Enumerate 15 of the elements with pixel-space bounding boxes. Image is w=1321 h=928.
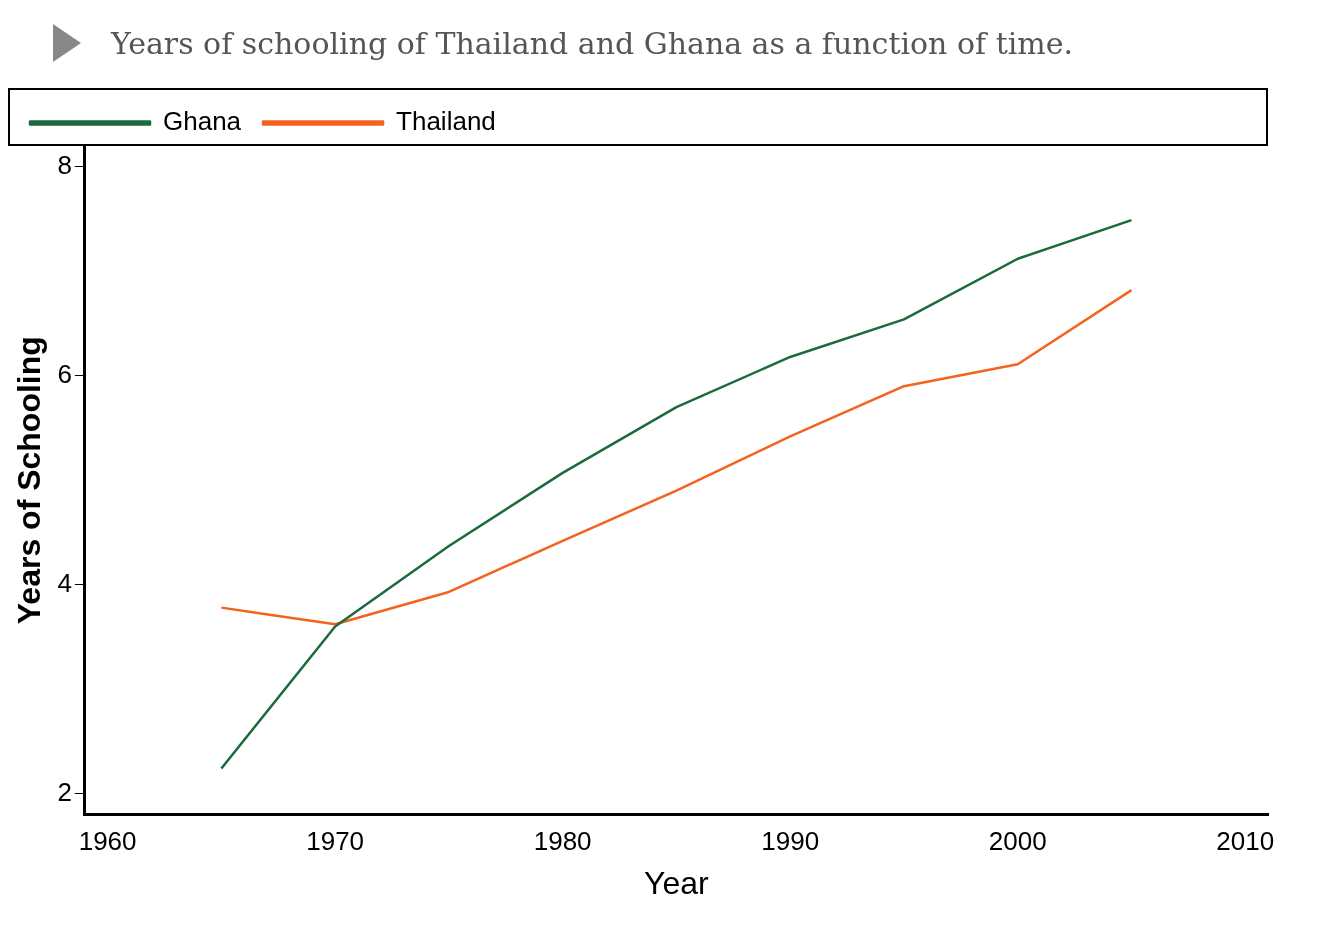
y-tick-label: 6 (57, 358, 72, 389)
x-tick-label: 1970 (306, 826, 365, 857)
y-tick-label: 2 (57, 776, 72, 807)
y-tick-label: 4 (57, 567, 72, 598)
x-tick-label: 2010 (1216, 826, 1275, 857)
legend-label: Ghana (163, 106, 242, 137)
x-tick-label: 1960 (78, 826, 137, 857)
x-tick-label: 1980 (533, 826, 592, 857)
x-tick-label: 1990 (761, 826, 820, 857)
x-axis-title: Year (644, 864, 710, 901)
y-axis-title: Years of Schooling (11, 336, 48, 625)
chart-title: Years of schooling of Thailand and Ghana as a function of time. (111, 25, 1074, 61)
legend-label: Thailand (396, 106, 496, 137)
x-tick-label: 2000 (988, 826, 1047, 857)
y-tick-label: 8 (57, 150, 72, 181)
